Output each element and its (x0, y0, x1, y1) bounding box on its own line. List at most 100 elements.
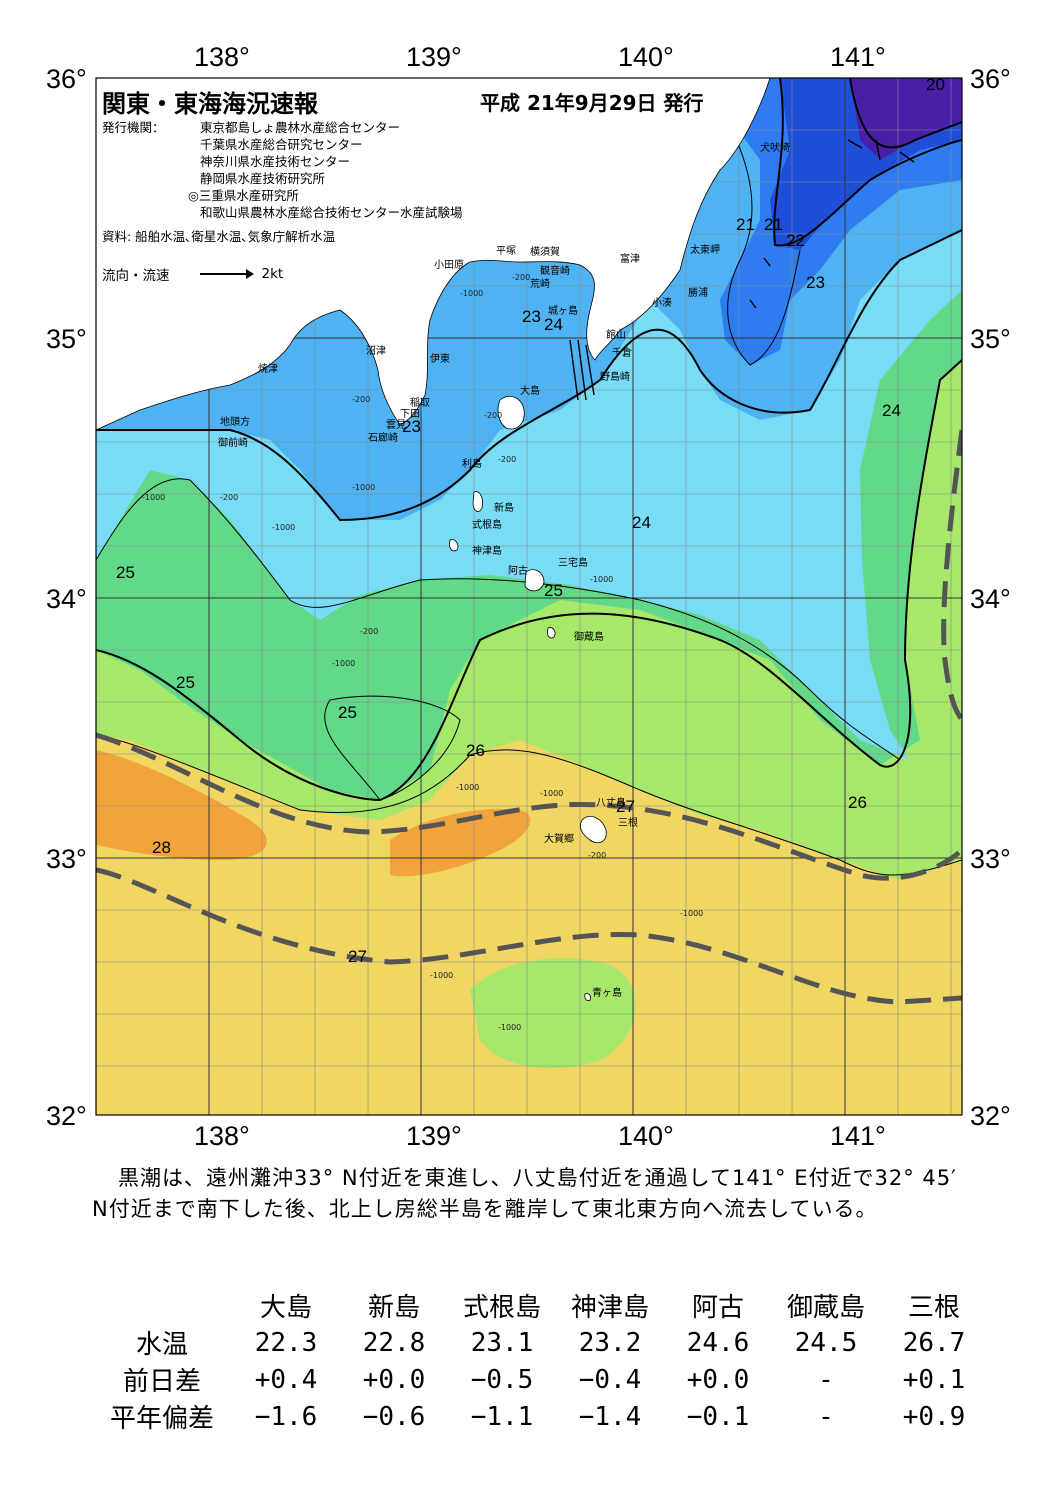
depth-label: -1000 (590, 575, 613, 584)
depth-label: -200 (498, 455, 516, 464)
place-label: 三宅島 (558, 556, 588, 569)
place-label: 阿古 (508, 564, 528, 577)
table-cell: 24.5 (794, 1327, 858, 1358)
lat-label-right-35: 35° (970, 324, 1011, 354)
island-stats-table: 大島 新島 式根島 神津島 阿古 御蔵島 三根 水温 22.3 22.8 23.… (92, 1287, 988, 1435)
data-source: 資料: 船舶水温､衛星水温､気象庁解析水温 (102, 229, 336, 244)
lat-label-right-33: 33° (970, 844, 1011, 874)
row-header: 前日差 (122, 1367, 201, 1397)
table-cell: 26.7 (902, 1327, 966, 1358)
zone-26-south (470, 958, 636, 1069)
lon-label-top-138: 138° (194, 42, 250, 72)
place-label: 勝浦 (688, 286, 708, 299)
depth-label: -1000 (498, 1023, 521, 1032)
zone-28-west (96, 750, 267, 860)
column-header: 阿古 (691, 1293, 744, 1323)
depth-label: -1000 (680, 909, 703, 918)
current-arrow (899, 151, 915, 163)
current-arrow (847, 139, 863, 149)
depth-label: -1000 (456, 783, 479, 792)
issuer-org: 神奈川県水産技術センター (200, 154, 351, 169)
place-labels: 犬吠埼 太東岬 勝浦 小湊 富津 横須賀 観音崎 平塚 荒崎 城ヶ島 館山 千倉… (218, 141, 790, 999)
lon-label-top-140: 140° (618, 42, 674, 72)
table-cell: −1.4 (578, 1401, 642, 1432)
isotherm-lines (96, 78, 962, 876)
isotherm-label: 24 (544, 315, 563, 334)
depth-label: -200 (512, 273, 530, 282)
isotherm-label: 25 (338, 703, 357, 722)
isotherm-label: 28 (152, 838, 171, 857)
column-header: 大島 (259, 1293, 312, 1323)
depth-label: -1000 (460, 289, 483, 298)
place-label: 雲見 (386, 419, 406, 431)
place-label: 小田原 (434, 259, 464, 271)
place-label: 城ヶ島 (548, 304, 578, 317)
current-arrow (569, 339, 579, 401)
depth-label: -200 (352, 395, 370, 404)
table-cell: −0.4 (578, 1364, 642, 1395)
place-label: 御前崎 (218, 436, 248, 449)
depth-label: -1000 (332, 659, 355, 668)
table-cell: +0.1 (902, 1364, 966, 1395)
issuer-org: ◎三重県水産研究所 (188, 188, 299, 203)
issuer-org: 静岡県水産技術研究所 (200, 171, 326, 186)
flow-arrow-icon (199, 269, 254, 279)
current-arrow (577, 339, 587, 401)
place-label: 神津島 (472, 544, 502, 557)
place-label: 横須賀 (530, 245, 560, 258)
place-label: 青ヶ島 (592, 986, 622, 999)
lat-label-left-33: 33° (46, 844, 87, 874)
isotherm-label: 25 (544, 581, 563, 600)
place-label: 小湊 (652, 296, 672, 309)
current-arrow (875, 139, 881, 161)
place-label: 八丈島 (596, 796, 626, 809)
niijima-island (472, 491, 483, 512)
issuers-label: 発行機関： (102, 120, 165, 135)
kozushima-island (449, 539, 459, 552)
table-cell: - (818, 1364, 834, 1395)
lat-label-right-36: 36° (970, 64, 1011, 94)
place-label: 千倉 (612, 346, 632, 359)
summary-text: 黒潮は、遠州灘沖33° N付近を東進し、八丈島付近を通過して141° E付近で3… (92, 1166, 957, 1221)
issuers-block: 発行機関： 東京都島しょ農林水産総合センター 千葉県水産総合研究センター 神奈川県… (102, 119, 463, 221)
map-title: 関東・東海海況速報 (102, 90, 318, 118)
issuer-org: 和歌山県農林水産総合技術センター水産試験場 (200, 205, 463, 220)
issuer-org: 東京都島しょ農林水産総合センター (200, 120, 401, 135)
isotherm-label: 27 (616, 797, 635, 816)
table-cell: 24.6 (686, 1327, 750, 1358)
isotherm-label: 21 (764, 215, 783, 234)
miyakejima-island (524, 569, 545, 592)
isotherm-labels: 20 21 21 22 23 23 24 23 24 24 25 25 25 2… (116, 75, 945, 966)
place-label: 新島 (494, 501, 514, 514)
place-label: 野島崎 (600, 370, 630, 383)
depth-label: -1000 (430, 971, 453, 980)
table-cell: +0.0 (686, 1364, 750, 1395)
current-arrow (749, 299, 757, 309)
table-cell: 22.8 (362, 1327, 426, 1358)
lat-label-left-32: 32° (46, 1101, 87, 1131)
place-label: 大賀郷 (544, 832, 574, 845)
place-label: 伊東 (430, 352, 450, 365)
lon-label-bottom-140: 140° (618, 1121, 674, 1151)
place-label: 利島 (462, 457, 482, 470)
hachijojima-island (580, 816, 607, 844)
table-row: 水温 22.3 22.8 23.1 23.2 24.6 24.5 26.7 (92, 1324, 988, 1361)
lon-label-bottom-139: 139° (406, 1121, 462, 1151)
depth-label: -200 (220, 493, 238, 502)
place-label: 焼津 (258, 363, 278, 375)
place-label: 三根 (618, 816, 638, 829)
issuer-org: 千葉県水産総合研究センター (200, 137, 363, 152)
table-cell: +0.4 (254, 1364, 318, 1395)
issue-date: 平成 21年9月29日 発行 (480, 91, 704, 115)
table-cell: +0.9 (902, 1401, 966, 1432)
zone-20 (850, 78, 962, 160)
isotherm-label: 27 (348, 947, 367, 966)
kuroshio-axis (96, 429, 962, 1005)
column-header: 神津島 (570, 1293, 649, 1323)
place-label: 式根島 (472, 518, 502, 531)
axis-labels: 138° 139° 140° 141° 138° 139° 140° 141° … (46, 42, 1011, 1151)
table-cell: −0.5 (470, 1364, 534, 1395)
lat-label-left-36: 36° (46, 64, 87, 94)
table-row: 平年偏差 −1.6 −0.6 −1.1 −1.4 −0.1 - +0.9 (92, 1398, 988, 1435)
flow-legend: 流向・流速 2kt (102, 264, 283, 284)
